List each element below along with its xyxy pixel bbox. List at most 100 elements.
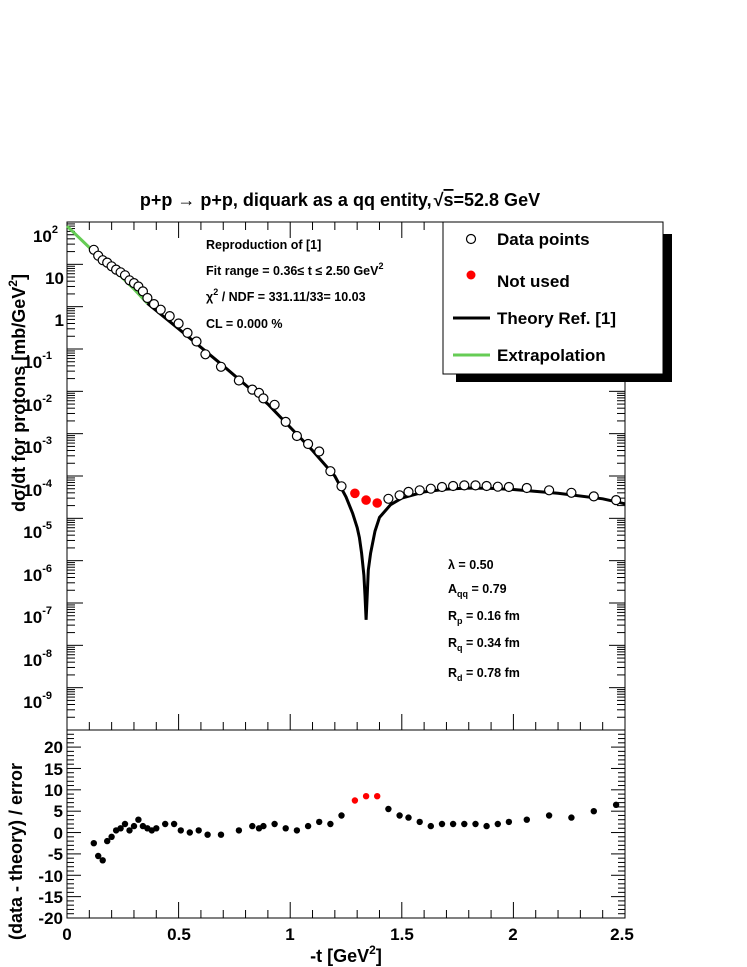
data-point xyxy=(459,480,470,491)
residual-point xyxy=(327,820,334,828)
residual-point xyxy=(282,825,289,832)
residual-point xyxy=(483,822,490,830)
data-point xyxy=(191,336,202,347)
data-point xyxy=(325,466,336,477)
residual-point xyxy=(590,808,597,815)
data-point xyxy=(148,299,160,310)
data-point xyxy=(164,311,175,322)
xtick-labels: 0 0.5 1 1.5 2 2.5 xyxy=(62,925,634,944)
lower-ytick-labels: 20 15 10 5 0 -5 -10 -15 -20 xyxy=(38,738,63,928)
xtick-label: 1 xyxy=(285,925,294,944)
parameter-list: λ = 0.50 Aqq = 0.79 Rp = 0.16 fm Rq = 0.… xyxy=(448,558,520,683)
chi2-text: χ2 / NDF = 331.11/33= 10.03 xyxy=(206,287,366,304)
residual-point xyxy=(385,805,392,813)
residual-point xyxy=(545,812,553,819)
data-point xyxy=(403,486,414,497)
ytick-label: 10-1 xyxy=(23,350,52,372)
data-point xyxy=(173,318,184,329)
residual-not-used-point xyxy=(362,793,370,800)
residual-point xyxy=(99,857,106,864)
data-point xyxy=(543,485,555,496)
residual-point xyxy=(186,829,193,836)
xtick-label: 0.5 xyxy=(167,925,191,944)
lower-y-axis-label: (data - theory) / error xyxy=(6,763,26,940)
lower-plot-marks xyxy=(90,793,620,864)
data-point xyxy=(314,446,325,457)
residual-point xyxy=(472,820,479,828)
info-title: Reproduction of [1] xyxy=(206,238,321,252)
not-used-point xyxy=(350,488,360,499)
data-point xyxy=(414,485,425,496)
residual-point xyxy=(304,822,312,830)
xtick-label: 0 xyxy=(62,925,71,944)
residual-point xyxy=(461,820,468,828)
residual-point xyxy=(293,827,301,834)
ytick-label: 10-3 xyxy=(23,435,52,457)
fit-range-text: Fit range = 0.36≤ t ≤ 2.50 GeV2 xyxy=(206,261,384,278)
data-point xyxy=(470,480,481,491)
residual-point xyxy=(271,820,278,828)
data-point xyxy=(233,375,244,386)
residual-point xyxy=(612,801,620,808)
upper-ytick-labels: 102 10 1 10-1 10-2 10-3 10-4 10-5 10-6 1… xyxy=(23,224,64,712)
data-point xyxy=(291,430,302,442)
residual-point xyxy=(108,833,115,840)
residual-not-used-point xyxy=(374,793,381,800)
ytick-label: 20 xyxy=(44,738,63,757)
ytick-label: 10-9 xyxy=(23,690,52,712)
data-point xyxy=(425,483,436,494)
ytick-label: 5 xyxy=(54,802,63,821)
data-point xyxy=(448,480,459,492)
data-point xyxy=(142,292,153,304)
param-rp: Rp = 0.16 fm xyxy=(448,609,520,626)
residual-point xyxy=(494,820,501,828)
ytick-label: 10-2 xyxy=(23,393,52,415)
x-axis-label: -t [GeV2] xyxy=(310,943,382,966)
legend-label-theory: Theory Ref. [1] xyxy=(497,309,616,328)
residual-point xyxy=(217,831,225,838)
ytick-label: 15 xyxy=(44,760,63,779)
ytick-label: -15 xyxy=(38,888,63,907)
residual-point xyxy=(249,822,256,830)
data-point xyxy=(566,487,577,498)
data-point xyxy=(258,393,269,404)
residual-point xyxy=(235,827,243,834)
residual-point xyxy=(121,820,129,828)
lower-axis-ticks xyxy=(66,729,626,919)
residual-point xyxy=(405,814,412,821)
residual-point xyxy=(438,820,446,828)
data-point xyxy=(280,416,291,427)
data-point xyxy=(588,491,599,502)
data-point xyxy=(155,304,166,315)
data-point xyxy=(383,493,394,504)
upper-plot-marks xyxy=(65,225,626,620)
ytick-label: 10-8 xyxy=(23,648,52,670)
ytick-label: 10-6 xyxy=(23,563,52,585)
residual-point xyxy=(90,840,98,847)
data-point xyxy=(215,361,227,372)
data-point xyxy=(394,490,405,501)
legend-label-data-points: Data points xyxy=(497,230,590,249)
param-lambda: λ = 0.50 xyxy=(448,558,494,572)
xtick-label: 2 xyxy=(508,925,517,944)
residual-point xyxy=(117,825,124,832)
legend-marker-open-circle xyxy=(465,233,477,245)
ytick-label: 0 xyxy=(54,824,63,843)
residual-point xyxy=(95,852,102,860)
residual-point xyxy=(568,814,575,821)
residual-point xyxy=(523,816,530,823)
data-point xyxy=(610,495,622,506)
chart-title: p+p → p+p, diquark as a qq entity, √s=52.… xyxy=(140,190,540,210)
ytick-label: 10-4 xyxy=(23,478,53,500)
residual-point xyxy=(260,822,267,830)
residual-point xyxy=(316,818,323,826)
ytick-label: -5 xyxy=(48,845,63,864)
residual-point xyxy=(126,827,133,834)
ytick-label: -20 xyxy=(38,909,63,928)
data-point xyxy=(436,481,448,493)
data-point xyxy=(182,327,193,338)
residual-not-used-point xyxy=(351,797,359,804)
residual-point xyxy=(170,820,178,828)
legend-marker-filled-circle xyxy=(466,270,476,280)
data-point xyxy=(200,349,211,360)
